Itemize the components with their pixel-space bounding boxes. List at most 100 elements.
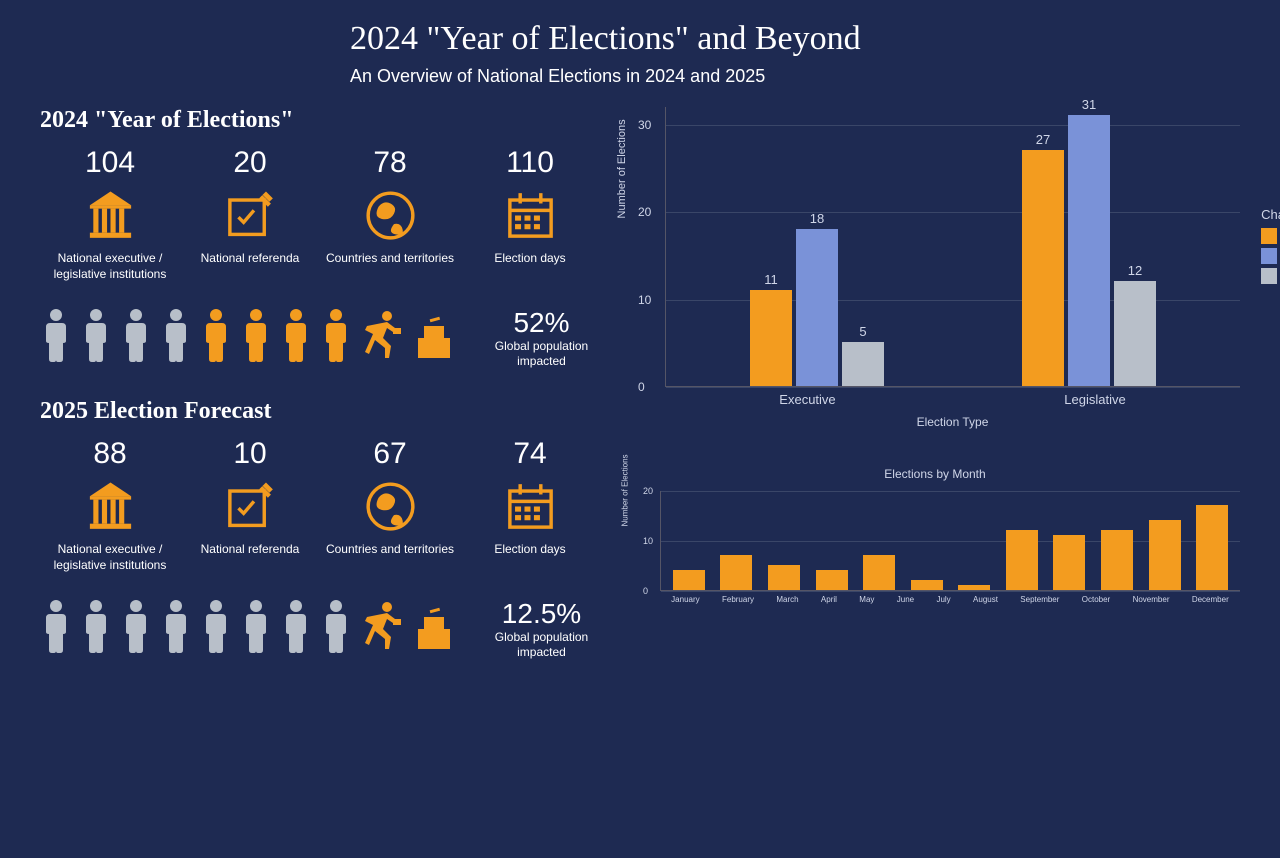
building-icon [40, 188, 180, 243]
person-icon [120, 308, 152, 368]
stats-row-2024: 104 National executive / legislative ins… [40, 146, 600, 282]
y-tick: 10 [638, 293, 651, 307]
month-bar [720, 555, 752, 590]
referendum-icon [180, 479, 320, 534]
runner-icon [357, 599, 405, 659]
legend-swatch [1261, 248, 1277, 264]
month-bar [1149, 520, 1181, 590]
y-tick: 0 [638, 380, 645, 394]
page-subtitle: An Overview of National Elections in 202… [350, 66, 1240, 87]
stat-block: 67 Countries and territories [320, 437, 460, 573]
stat-label: National referenda [180, 251, 320, 267]
month-bar [911, 580, 943, 590]
stat-block: 20 National referenda [180, 146, 320, 282]
month-label: May [859, 595, 874, 604]
building-icon [40, 479, 180, 534]
stat-value: 110 [460, 146, 600, 180]
month-label: November [1133, 595, 1170, 604]
person-icon [40, 308, 72, 368]
month-bar [958, 585, 990, 590]
calendar-icon [460, 188, 600, 243]
person-icon [280, 308, 312, 368]
pct-label-2024: Global population impacted [483, 339, 600, 368]
globe-icon [320, 188, 460, 243]
stat-block: 78 Countries and territories [320, 146, 460, 282]
y-axis-label: Number of Elections [616, 119, 628, 218]
month-label: February [722, 595, 754, 604]
x-tick: Executive [779, 392, 835, 407]
globe-icon [320, 479, 460, 534]
bar-value: 12 [1128, 263, 1142, 278]
month-label: August [973, 595, 998, 604]
legend-item: No [1261, 248, 1280, 264]
month-y-label: Number of Elections [621, 454, 630, 526]
power-change-chart: Number of Elections 010203011185273112 E… [630, 107, 1240, 417]
y-tick: 0 [643, 586, 648, 596]
bar-value: 5 [859, 324, 866, 339]
person-icon [200, 308, 232, 368]
bar-value: 18 [810, 211, 824, 226]
bar: 5 [842, 342, 884, 386]
runner-icon [357, 308, 405, 368]
stat-block: 88 National executive / legislative inst… [40, 437, 180, 573]
bar-value: 27 [1036, 132, 1050, 147]
ballot-icon [410, 599, 458, 659]
page-title: 2024 "Year of Elections" and Beyond [350, 20, 1240, 58]
pct-label-2025: Global population impacted [483, 630, 600, 659]
person-icon [160, 599, 192, 659]
section-2025-title: 2025 Election Forecast [40, 398, 600, 425]
stat-label: Election days [460, 251, 600, 267]
person-icon [320, 308, 352, 368]
y-tick: 20 [643, 486, 653, 496]
month-bar [1053, 535, 1085, 590]
x-axis-label: Election Type [665, 415, 1240, 429]
stat-label: National executive / legislative institu… [40, 251, 180, 282]
month-bar [1006, 530, 1038, 590]
stat-label: Countries and territories [320, 251, 460, 267]
x-tick: Legislative [1064, 392, 1125, 407]
y-tick: 10 [643, 536, 653, 546]
people-row-2025: 12.5% Global population impacted [40, 598, 600, 659]
bar-group: 11185 [750, 229, 884, 387]
person-icon [40, 599, 72, 659]
person-icon [240, 599, 272, 659]
month-bar [768, 565, 800, 590]
stat-block: 10 National referenda [180, 437, 320, 573]
stat-label: Countries and territories [320, 542, 460, 558]
legend-swatch [1261, 268, 1277, 284]
legend-swatch [1261, 228, 1277, 244]
person-icon [80, 308, 112, 368]
referendum-icon [180, 188, 320, 243]
legend-title: Change in Power [1261, 207, 1280, 222]
month-label: January [671, 595, 699, 604]
stat-block: 110 Election days [460, 146, 600, 282]
stat-label: National referenda [180, 542, 320, 558]
calendar-icon [460, 479, 600, 534]
stat-value: 67 [320, 437, 460, 471]
month-label: June [897, 595, 914, 604]
person-icon [120, 599, 152, 659]
bar-value: 11 [764, 272, 778, 287]
stat-value: 88 [40, 437, 180, 471]
month-label: July [936, 595, 950, 604]
legend-item: Yes [1261, 228, 1280, 244]
month-chart-title: Elections by Month [630, 467, 1240, 481]
stat-value: 74 [460, 437, 600, 471]
section-2024-title: 2024 "Year of Elections" [40, 107, 600, 134]
month-bar [1101, 530, 1133, 590]
people-row-2024: 52% Global population impacted [40, 307, 600, 368]
bar: 11 [750, 290, 792, 386]
y-tick: 30 [638, 118, 651, 132]
stat-value: 20 [180, 146, 320, 180]
stat-label: National executive / legislative institu… [40, 542, 180, 573]
stat-value: 10 [180, 437, 320, 471]
bar: 18 [796, 229, 838, 387]
stats-row-2025: 88 National executive / legislative inst… [40, 437, 600, 573]
bar: 31 [1068, 115, 1110, 386]
ballot-icon [410, 308, 458, 368]
stat-block: 104 National executive / legislative ins… [40, 146, 180, 282]
month-bar [1196, 505, 1228, 590]
person-icon [280, 599, 312, 659]
person-icon [200, 599, 232, 659]
bar: 27 [1022, 150, 1064, 386]
